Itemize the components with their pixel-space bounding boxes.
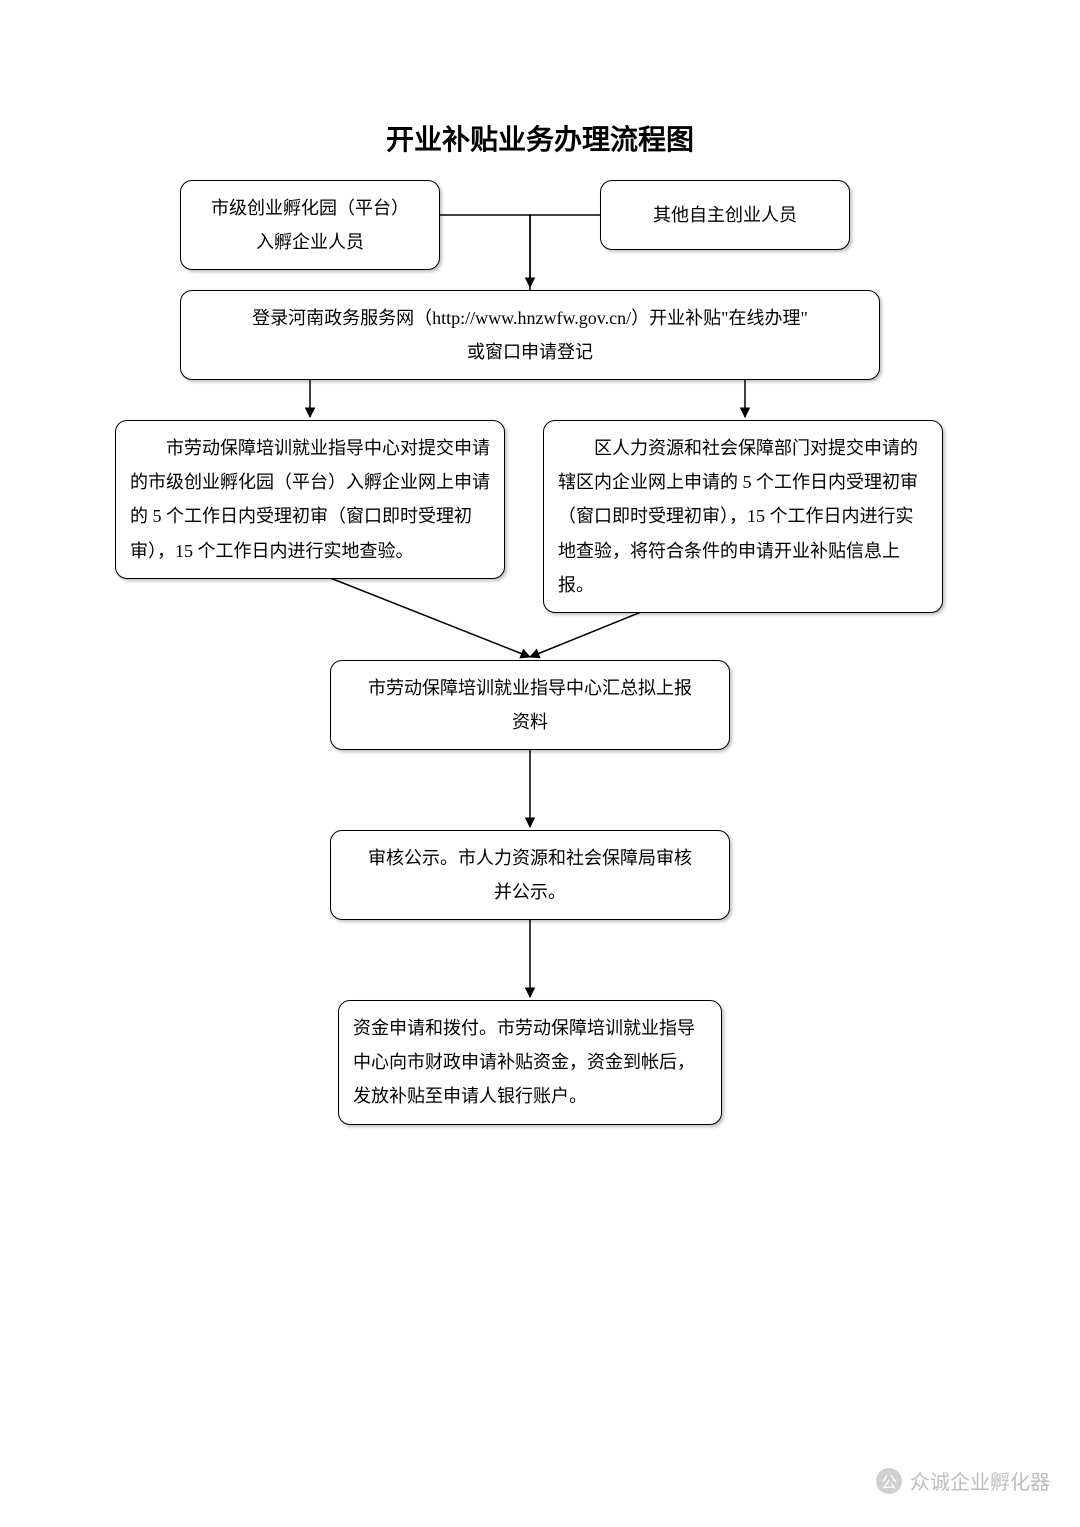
flow-node-n3: 登录河南政务服务网（http://www.hnzwfw.gov.cn/）开业补贴… (180, 290, 880, 380)
flow-node-n1: 市级创业孵化园（平台）入孵企业人员 (180, 180, 440, 270)
flow-node-n8: 资金申请和拨付。市劳动保障培训就业指导中心向市财政申请补贴资金，资金到帐后，发放… (338, 1000, 722, 1125)
page-title: 开业补贴业务办理流程图 (0, 118, 1080, 158)
flow-node-n6: 市劳动保障培训就业指导中心汇总拟上报资料 (330, 660, 730, 750)
watermark-text: 众诚企业孵化器 (910, 1466, 1050, 1495)
flow-node-n7: 审核公示。市人力资源和社会保障局审核并公示。 (330, 830, 730, 920)
watermark: 公 众诚企业孵化器 (876, 1466, 1050, 1495)
flow-node-n5: 区人力资源和社会保障部门对提交申请的辖区内企业网上申请的 5 个工作日内受理初审… (543, 420, 943, 613)
flow-node-n2: 其他自主创业人员 (600, 180, 850, 250)
edge-n1-n3_via (440, 215, 530, 290)
edges-layer (0, 0, 1080, 1527)
wechat-icon: 公 (876, 1468, 902, 1494)
edge-n4-n6 (310, 570, 530, 657)
flow-node-n4: 市劳动保障培训就业指导中心对提交申请的市级创业孵化园（平台）入孵企业网上申请的 … (115, 420, 505, 579)
flowchart-container: 开业补贴业务办理流程图 市级创业孵化园（平台）入孵企业人员 其他自主创业人员登录河… (0, 0, 1080, 1527)
